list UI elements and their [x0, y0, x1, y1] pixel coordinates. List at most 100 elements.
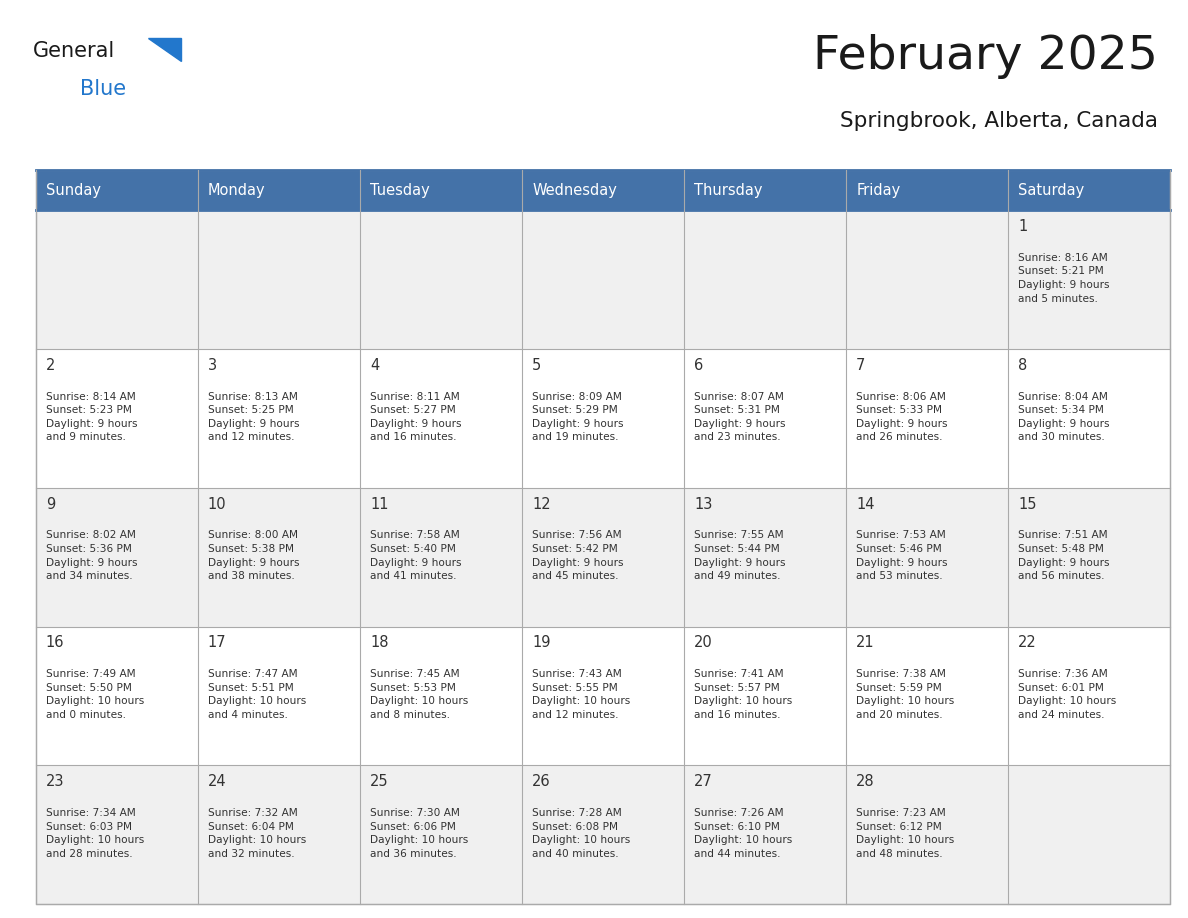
- Text: Sunrise: 7:28 AM
Sunset: 6:08 PM
Daylight: 10 hours
and 40 minutes.: Sunrise: 7:28 AM Sunset: 6:08 PM Dayligh…: [532, 808, 631, 859]
- Text: 17: 17: [208, 635, 227, 651]
- Text: 24: 24: [208, 774, 227, 789]
- Text: Sunrise: 7:38 AM
Sunset: 5:59 PM
Daylight: 10 hours
and 20 minutes.: Sunrise: 7:38 AM Sunset: 5:59 PM Dayligh…: [857, 669, 954, 720]
- Text: Monday: Monday: [208, 183, 266, 197]
- Text: 6: 6: [694, 358, 703, 373]
- Bar: [197, 487, 360, 627]
- Text: Saturday: Saturday: [1018, 183, 1085, 197]
- Text: Sunrise: 7:47 AM
Sunset: 5:51 PM
Daylight: 10 hours
and 4 minutes.: Sunrise: 7:47 AM Sunset: 5:51 PM Dayligh…: [208, 669, 307, 720]
- Bar: [522, 487, 684, 627]
- Text: Sunrise: 8:16 AM
Sunset: 5:21 PM
Daylight: 9 hours
and 5 minutes.: Sunrise: 8:16 AM Sunset: 5:21 PM Dayligh…: [1018, 252, 1110, 304]
- Text: Sunrise: 7:58 AM
Sunset: 5:40 PM
Daylight: 9 hours
and 41 minutes.: Sunrise: 7:58 AM Sunset: 5:40 PM Dayligh…: [369, 531, 461, 581]
- Text: 23: 23: [46, 774, 64, 789]
- Bar: [360, 349, 522, 487]
- Text: 4: 4: [369, 358, 379, 373]
- Text: Thursday: Thursday: [694, 183, 763, 197]
- Bar: [197, 210, 360, 349]
- Text: Sunrise: 7:53 AM
Sunset: 5:46 PM
Daylight: 9 hours
and 53 minutes.: Sunrise: 7:53 AM Sunset: 5:46 PM Dayligh…: [857, 531, 948, 581]
- Text: 26: 26: [532, 774, 551, 789]
- Text: 11: 11: [369, 497, 388, 511]
- Bar: [522, 210, 684, 349]
- Text: 15: 15: [1018, 497, 1037, 511]
- Text: 27: 27: [694, 774, 713, 789]
- Bar: [1009, 170, 1170, 210]
- Bar: [36, 170, 197, 210]
- Bar: [197, 170, 360, 210]
- Bar: [360, 210, 522, 349]
- Text: 12: 12: [532, 497, 551, 511]
- Text: Blue: Blue: [81, 79, 126, 98]
- Bar: [197, 766, 360, 904]
- Bar: [197, 627, 360, 766]
- Bar: [846, 627, 1009, 766]
- Text: 14: 14: [857, 497, 874, 511]
- Bar: [360, 627, 522, 766]
- Text: 9: 9: [46, 497, 55, 511]
- Text: Sunrise: 7:32 AM
Sunset: 6:04 PM
Daylight: 10 hours
and 32 minutes.: Sunrise: 7:32 AM Sunset: 6:04 PM Dayligh…: [208, 808, 307, 859]
- Text: Sunrise: 8:02 AM
Sunset: 5:36 PM
Daylight: 9 hours
and 34 minutes.: Sunrise: 8:02 AM Sunset: 5:36 PM Dayligh…: [46, 531, 138, 581]
- Bar: [846, 170, 1009, 210]
- Bar: [36, 766, 197, 904]
- Text: Tuesday: Tuesday: [369, 183, 430, 197]
- Text: Sunrise: 7:23 AM
Sunset: 6:12 PM
Daylight: 10 hours
and 48 minutes.: Sunrise: 7:23 AM Sunset: 6:12 PM Dayligh…: [857, 808, 954, 859]
- Bar: [846, 349, 1009, 487]
- Text: Sunday: Sunday: [46, 183, 101, 197]
- Bar: [846, 210, 1009, 349]
- Text: 3: 3: [208, 358, 217, 373]
- Text: Sunrise: 8:06 AM
Sunset: 5:33 PM
Daylight: 9 hours
and 26 minutes.: Sunrise: 8:06 AM Sunset: 5:33 PM Dayligh…: [857, 392, 948, 442]
- Text: February 2025: February 2025: [814, 34, 1158, 79]
- Text: Sunrise: 7:56 AM
Sunset: 5:42 PM
Daylight: 9 hours
and 45 minutes.: Sunrise: 7:56 AM Sunset: 5:42 PM Dayligh…: [532, 531, 624, 581]
- Text: Sunrise: 7:30 AM
Sunset: 6:06 PM
Daylight: 10 hours
and 36 minutes.: Sunrise: 7:30 AM Sunset: 6:06 PM Dayligh…: [369, 808, 468, 859]
- Text: Sunrise: 8:00 AM
Sunset: 5:38 PM
Daylight: 9 hours
and 38 minutes.: Sunrise: 8:00 AM Sunset: 5:38 PM Dayligh…: [208, 531, 299, 581]
- Text: Sunrise: 8:09 AM
Sunset: 5:29 PM
Daylight: 9 hours
and 19 minutes.: Sunrise: 8:09 AM Sunset: 5:29 PM Dayligh…: [532, 392, 624, 442]
- Bar: [522, 170, 684, 210]
- Bar: [522, 349, 684, 487]
- Bar: [684, 627, 846, 766]
- Text: Sunrise: 7:55 AM
Sunset: 5:44 PM
Daylight: 9 hours
and 49 minutes.: Sunrise: 7:55 AM Sunset: 5:44 PM Dayligh…: [694, 531, 785, 581]
- Bar: [360, 170, 522, 210]
- Bar: [684, 766, 846, 904]
- Bar: [197, 349, 360, 487]
- Bar: [1009, 349, 1170, 487]
- Text: Sunrise: 8:14 AM
Sunset: 5:23 PM
Daylight: 9 hours
and 9 minutes.: Sunrise: 8:14 AM Sunset: 5:23 PM Dayligh…: [46, 392, 138, 442]
- Text: 16: 16: [46, 635, 64, 651]
- Text: Springbrook, Alberta, Canada: Springbrook, Alberta, Canada: [840, 111, 1158, 130]
- Text: 1: 1: [1018, 219, 1028, 234]
- Text: 19: 19: [532, 635, 550, 651]
- Bar: [684, 170, 846, 210]
- Text: Wednesday: Wednesday: [532, 183, 617, 197]
- Text: 22: 22: [1018, 635, 1037, 651]
- Text: Sunrise: 8:04 AM
Sunset: 5:34 PM
Daylight: 9 hours
and 30 minutes.: Sunrise: 8:04 AM Sunset: 5:34 PM Dayligh…: [1018, 392, 1110, 442]
- Text: 18: 18: [369, 635, 388, 651]
- Bar: [846, 766, 1009, 904]
- Bar: [522, 627, 684, 766]
- Text: 5: 5: [532, 358, 542, 373]
- Text: Sunrise: 8:13 AM
Sunset: 5:25 PM
Daylight: 9 hours
and 12 minutes.: Sunrise: 8:13 AM Sunset: 5:25 PM Dayligh…: [208, 392, 299, 442]
- Polygon shape: [147, 38, 181, 62]
- Bar: [360, 487, 522, 627]
- Text: 13: 13: [694, 497, 713, 511]
- Text: 20: 20: [694, 635, 713, 651]
- Bar: [1009, 766, 1170, 904]
- Bar: [360, 766, 522, 904]
- Text: Sunrise: 7:36 AM
Sunset: 6:01 PM
Daylight: 10 hours
and 24 minutes.: Sunrise: 7:36 AM Sunset: 6:01 PM Dayligh…: [1018, 669, 1117, 720]
- Text: 25: 25: [369, 774, 388, 789]
- Text: 8: 8: [1018, 358, 1028, 373]
- Text: Sunrise: 7:41 AM
Sunset: 5:57 PM
Daylight: 10 hours
and 16 minutes.: Sunrise: 7:41 AM Sunset: 5:57 PM Dayligh…: [694, 669, 792, 720]
- Bar: [522, 766, 684, 904]
- Bar: [1009, 210, 1170, 349]
- Text: Sunrise: 7:43 AM
Sunset: 5:55 PM
Daylight: 10 hours
and 12 minutes.: Sunrise: 7:43 AM Sunset: 5:55 PM Dayligh…: [532, 669, 631, 720]
- Bar: [846, 487, 1009, 627]
- Text: Friday: Friday: [857, 183, 901, 197]
- Bar: [1009, 627, 1170, 766]
- Bar: [36, 487, 197, 627]
- Text: Sunrise: 7:45 AM
Sunset: 5:53 PM
Daylight: 10 hours
and 8 minutes.: Sunrise: 7:45 AM Sunset: 5:53 PM Dayligh…: [369, 669, 468, 720]
- Text: Sunrise: 7:26 AM
Sunset: 6:10 PM
Daylight: 10 hours
and 44 minutes.: Sunrise: 7:26 AM Sunset: 6:10 PM Dayligh…: [694, 808, 792, 859]
- Text: Sunrise: 8:11 AM
Sunset: 5:27 PM
Daylight: 9 hours
and 16 minutes.: Sunrise: 8:11 AM Sunset: 5:27 PM Dayligh…: [369, 392, 461, 442]
- Text: General: General: [33, 41, 115, 62]
- Text: Sunrise: 7:51 AM
Sunset: 5:48 PM
Daylight: 9 hours
and 56 minutes.: Sunrise: 7:51 AM Sunset: 5:48 PM Dayligh…: [1018, 531, 1110, 581]
- Bar: [1009, 487, 1170, 627]
- Bar: [684, 210, 846, 349]
- Text: Sunrise: 7:49 AM
Sunset: 5:50 PM
Daylight: 10 hours
and 0 minutes.: Sunrise: 7:49 AM Sunset: 5:50 PM Dayligh…: [46, 669, 144, 720]
- Bar: [684, 349, 846, 487]
- Text: Sunrise: 8:07 AM
Sunset: 5:31 PM
Daylight: 9 hours
and 23 minutes.: Sunrise: 8:07 AM Sunset: 5:31 PM Dayligh…: [694, 392, 785, 442]
